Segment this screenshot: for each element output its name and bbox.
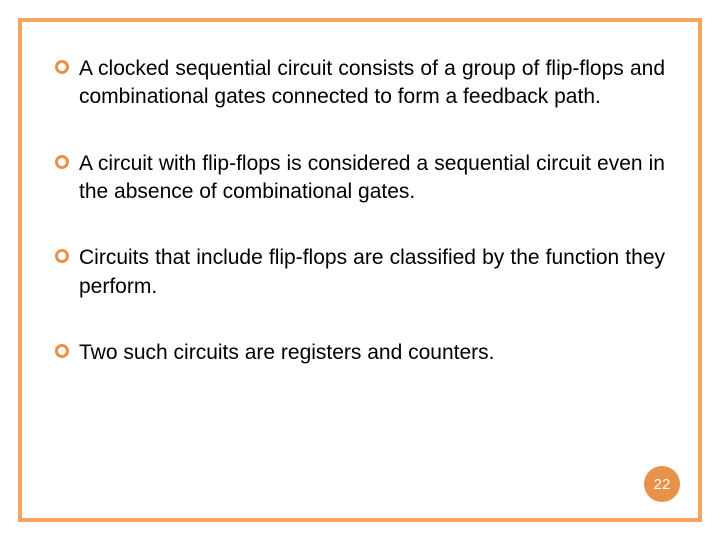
bullet-text: Circuits that include flip-flops are cla… — [79, 244, 665, 301]
bullet-text: A clocked sequential circuit consists of… — [79, 55, 665, 112]
bullet-text: A circuit with flip-flops is considered … — [79, 150, 665, 207]
donut-bullet-icon — [55, 155, 69, 169]
donut-bullet-icon — [55, 249, 69, 263]
page-number-badge: 22 — [644, 466, 680, 502]
bullet-text: Two such circuits are registers and coun… — [79, 339, 665, 367]
bullet-item: A clocked sequential circuit consists of… — [55, 55, 665, 112]
donut-bullet-icon — [55, 60, 69, 74]
bullet-item: Circuits that include flip-flops are cla… — [55, 244, 665, 301]
bullet-item: A circuit with flip-flops is considered … — [55, 150, 665, 207]
slide-border-left — [18, 18, 22, 522]
slide-border-bottom — [18, 518, 702, 522]
slide-border-top — [18, 18, 702, 22]
page-number: 22 — [654, 476, 671, 493]
slide-border-right — [698, 18, 702, 522]
bullet-item: Two such circuits are registers and coun… — [55, 339, 665, 367]
donut-bullet-icon — [55, 344, 69, 358]
slide-content: A clocked sequential circuit consists of… — [55, 55, 665, 405]
